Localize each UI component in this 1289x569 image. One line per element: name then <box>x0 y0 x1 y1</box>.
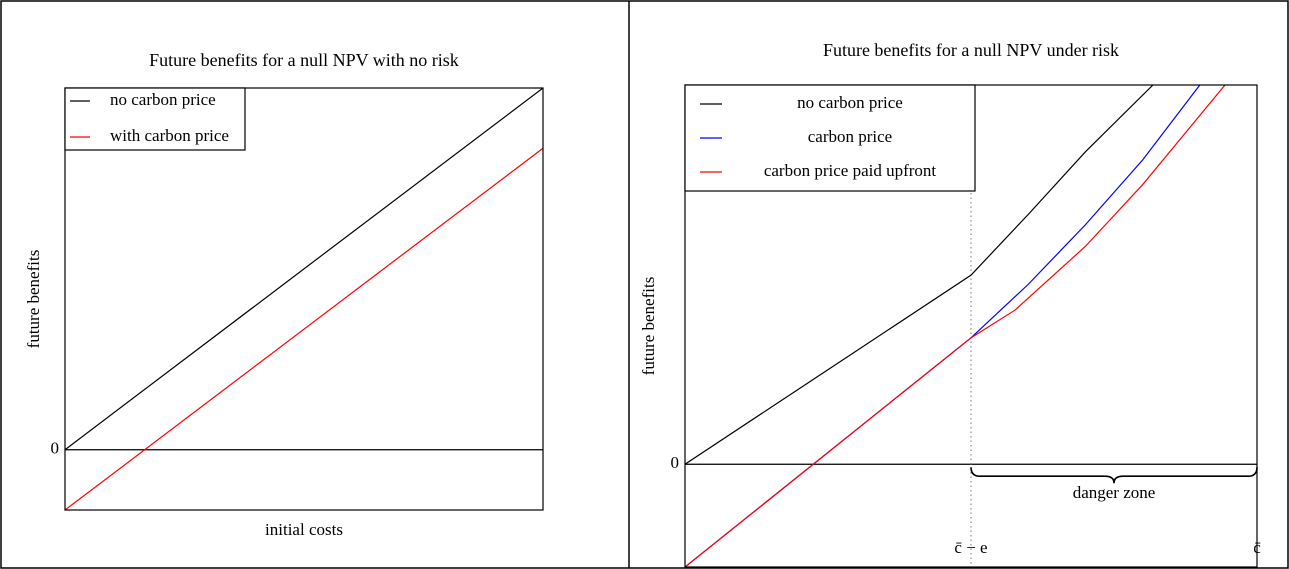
y-axis-label: future benefits <box>639 277 658 376</box>
data-line <box>65 88 543 451</box>
legend-label: no carbon price <box>110 90 216 109</box>
x-tick-label: c̄ − e <box>954 538 987 557</box>
plot-frame <box>64 87 544 511</box>
y-axis-label: future benefits <box>24 250 43 349</box>
legend-label: no carbon price <box>797 93 903 112</box>
legend-box <box>684 84 976 192</box>
x-axis-label: initial costs <box>265 520 343 539</box>
legend-label: carbon price <box>808 127 892 146</box>
data-line <box>685 85 1154 465</box>
data-line <box>65 147 543 510</box>
legend-label: carbon price paid upfront <box>764 161 937 180</box>
chart-title: Future benefits for a null NPV with no r… <box>149 50 459 70</box>
annotation: danger zone <box>1073 483 1156 502</box>
legend-box <box>64 87 246 151</box>
y-tick-label: 0 <box>51 439 60 458</box>
y-tick-label: 0 <box>671 453 680 472</box>
data-line <box>685 85 1226 567</box>
chart-title: Future benefits for a null NPV under ris… <box>823 40 1119 60</box>
brace <box>970 467 1258 484</box>
legend-label: with carbon price <box>110 126 229 145</box>
